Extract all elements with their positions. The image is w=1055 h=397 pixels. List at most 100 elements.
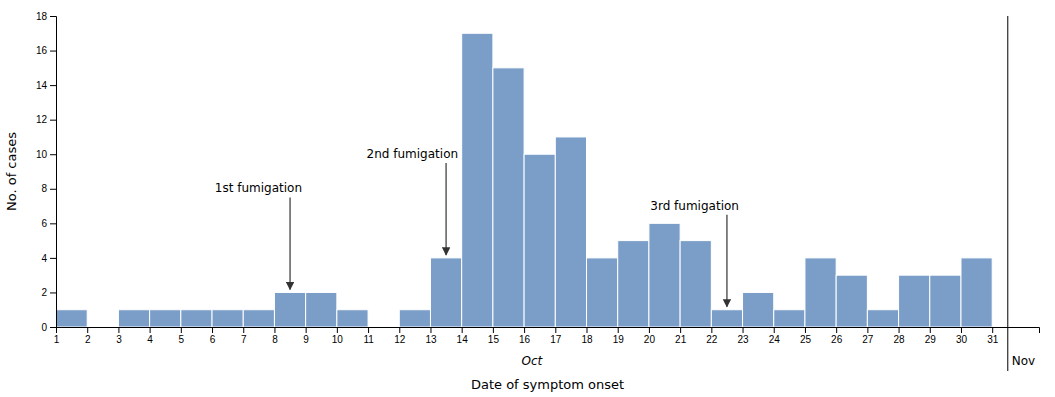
bar [743,292,774,327]
y-tick: 18 [36,11,56,22]
bar [118,310,149,327]
x-tick: 16 [519,327,531,345]
bars [56,33,992,327]
y-tick: 16 [36,45,56,56]
y-tick: 12 [36,114,56,125]
bar [867,310,898,327]
bar [711,310,742,327]
bar [930,275,961,327]
bar [368,327,399,328]
x-tick-mark [306,327,307,333]
bar [243,310,274,327]
x-tick-label: 22 [706,334,718,345]
bar [555,137,586,327]
x-axis-line [57,328,1040,334]
x-tick-label: 5 [179,334,185,345]
y-tick: 6 [41,218,56,229]
x-tick-mark [399,327,400,333]
x-tick-label: 18 [581,334,593,345]
x-tick: 5 [179,327,185,345]
x-tick-mark [87,327,88,333]
y-tick-label: 10 [36,149,48,160]
bar [462,33,493,327]
x-tick-mark [181,327,182,333]
x-tick-label: 2 [85,334,91,345]
x-tick: 27 [862,327,874,345]
x-tick-mark [680,327,681,333]
x-tick: 11 [363,327,374,345]
x-tick: 23 [737,327,749,345]
x-tick-mark [462,327,463,333]
x-tick-mark [212,327,213,333]
x-tick-mark [493,327,494,333]
x-tick: 19 [613,327,625,345]
x-tick-mark [930,327,931,333]
x-axis: 1234567891011121314151617181920212223242… [54,327,1040,345]
month-label: Oct [522,354,544,368]
bar [524,154,555,327]
bar [618,241,649,327]
x-tick-label: 31 [987,334,999,345]
chart: 1234567891011121314151617181920212223242… [0,0,1055,397]
bar [274,292,305,327]
y-tick-mark [50,327,56,328]
bar [649,223,680,327]
month-separator [1007,16,1008,371]
x-tick: 22 [706,327,718,345]
x-tick-mark [711,327,712,333]
x-tick-mark [368,327,369,333]
bar [181,310,212,327]
y-tick-label: 8 [41,183,47,194]
x-tick-mark [274,327,275,333]
x-tick: 9 [303,327,309,345]
x-tick-mark [150,327,151,333]
y-tick-mark [50,16,56,17]
x-tick-label: 8 [272,334,278,345]
x-tick: 24 [769,327,781,345]
y-tick-label: 16 [36,45,48,56]
x-tick-label: 17 [550,334,562,345]
x-tick-label: 1 [54,334,60,345]
plot-area: 1234567891011121314151617181920212223242… [36,11,1040,371]
x-tick-mark [899,327,900,333]
x-tick-label: 6 [210,334,216,345]
x-tick: 31 [987,327,999,345]
bar [899,275,930,327]
y-tick-mark [50,189,56,190]
annotation-text: 2nd fumigation [367,147,458,161]
y-axis-line [50,17,57,328]
bar [493,68,524,327]
x-tick-mark [618,327,619,333]
y-tick-mark [50,120,56,121]
y-tick-label: 12 [36,114,48,125]
x-tick: 25 [800,327,812,345]
x-tick-label: 9 [303,334,309,345]
y-axis-title: No. of cases [4,132,19,211]
x-tick-label: 4 [147,334,153,345]
x-tick-label: 12 [394,334,406,345]
annotation-text: 3rd fumigation [650,199,739,213]
y-tick-mark [50,51,56,52]
annotation-arrow [289,197,290,289]
y-tick: 14 [36,80,56,91]
x-tick: 15 [488,327,500,345]
x-axis-title: Date of symptom onset [471,377,624,392]
x-tick: 7 [241,327,247,345]
x-tick-label: 7 [241,334,247,345]
x-tick-label: 28 [894,334,906,345]
bar [836,275,867,327]
x-tick-label: 25 [800,334,812,345]
y-tick-mark [50,223,56,224]
x-tick-mark [867,327,868,333]
bar [961,258,992,327]
y-tick: 0 [41,322,56,333]
x-tick-label: 10 [332,334,344,345]
x-tick-label: 29 [925,334,937,345]
x-tick: 30 [956,327,968,345]
x-tick: 6 [210,327,216,345]
x-tick-label: 3 [116,334,122,345]
y-tick-mark [50,258,56,259]
x-tick-label: 20 [644,334,656,345]
bar [56,310,87,327]
bar [774,310,805,327]
